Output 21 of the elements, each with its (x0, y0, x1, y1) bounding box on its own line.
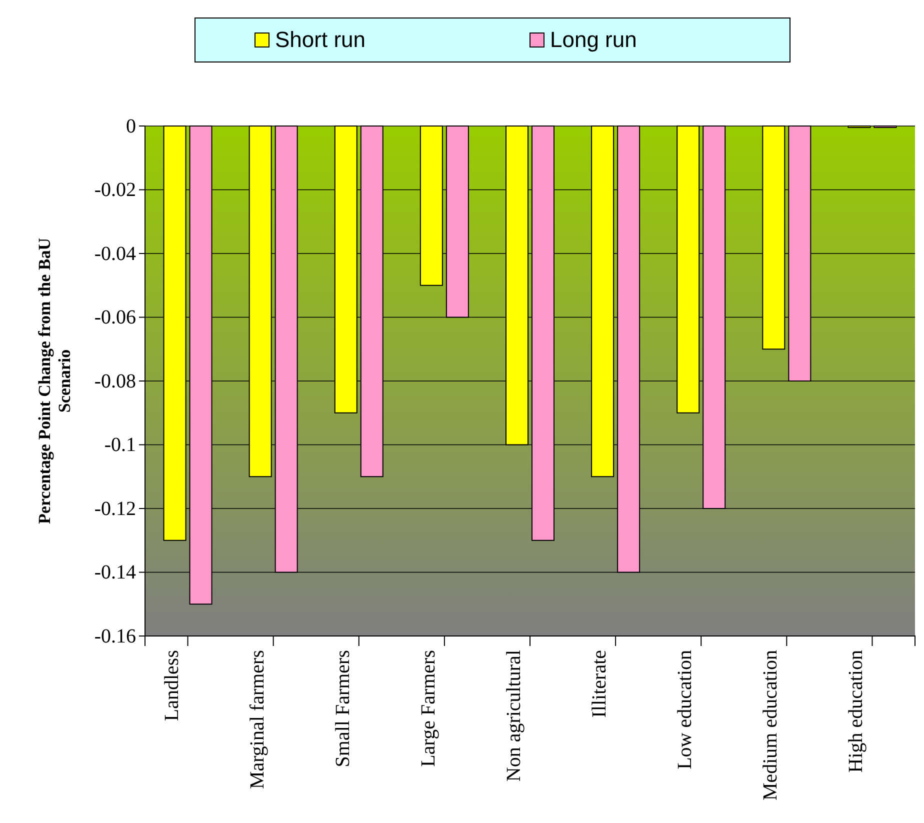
legend-label: Short run (275, 27, 366, 52)
y-tick-label: -0.14 (94, 562, 136, 584)
x-tick-label: Large Farmers (417, 650, 440, 767)
y-tick-label: -0.08 (94, 370, 136, 392)
y-tick-label: -0.1 (104, 434, 136, 456)
x-tick-label: High education (845, 650, 868, 773)
x-tick-label: Landless (160, 650, 183, 722)
y-tick-label: -0.04 (94, 242, 136, 265)
legend-label: Long run (550, 27, 637, 52)
x-tick-label: Low education (674, 650, 696, 770)
y-tick-label: -0.06 (94, 306, 136, 329)
y-tick-label: -0.16 (94, 625, 136, 648)
x-tick-label: Medium education (760, 650, 782, 801)
y-axis-title: Percentage Point Change from the BaU Scenario (34, 238, 74, 524)
y-tick-label: -0.12 (94, 498, 136, 520)
y-tick-label: 0 (126, 115, 136, 138)
x-tick-label: Marginal farmers (246, 650, 268, 790)
x-tick-label: Non agricultural (503, 650, 525, 782)
x-tick-label: Small Farmers (332, 650, 354, 768)
x-tick-label: Illiterate (588, 650, 611, 718)
y-tick-label: -0.02 (94, 179, 136, 202)
